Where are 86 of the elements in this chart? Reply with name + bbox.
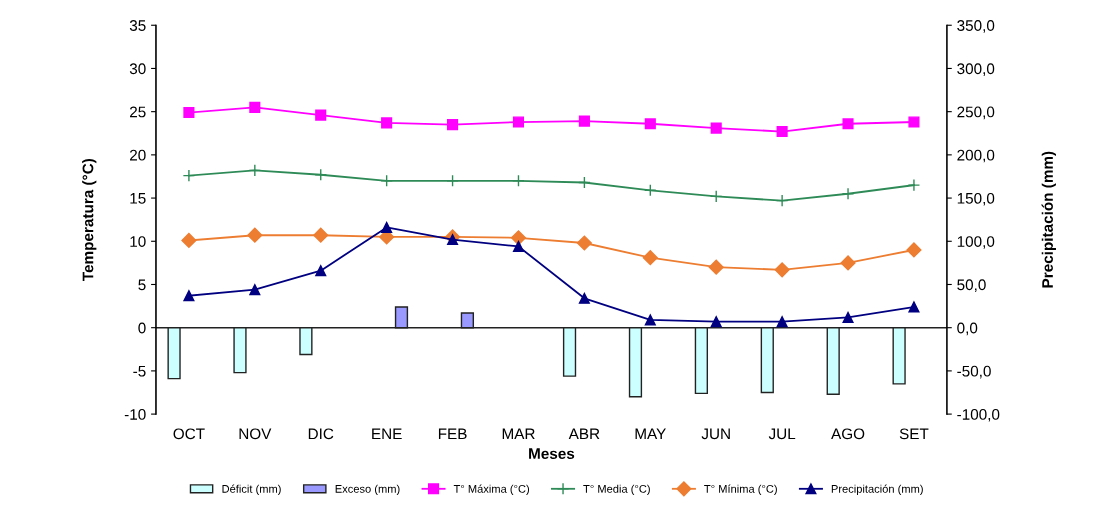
point xyxy=(906,242,922,258)
y-tick-label: -10 xyxy=(124,408,146,420)
point xyxy=(776,316,788,328)
point xyxy=(381,117,393,129)
x-tick-label: JUN xyxy=(701,428,730,440)
point xyxy=(447,119,459,131)
point xyxy=(841,187,855,201)
x-tick-label: DIC xyxy=(308,428,334,440)
point xyxy=(644,184,657,197)
legend-label: Déficit (mm) xyxy=(222,484,281,495)
point xyxy=(576,235,592,251)
y2-tick-label: -50,0 xyxy=(957,365,991,379)
y2-tick-label: 250,0 xyxy=(957,106,995,120)
point xyxy=(315,265,327,277)
x-tick-label: ABR xyxy=(568,428,600,440)
point xyxy=(181,232,197,248)
point xyxy=(907,178,921,192)
y2-tick-label: 200,0 xyxy=(957,149,995,163)
legend-label: Exceso (mm) xyxy=(335,484,400,495)
legend-label: T° Media (°C) xyxy=(583,484,650,495)
point xyxy=(642,250,658,266)
point xyxy=(381,221,393,234)
point xyxy=(774,262,790,278)
y-tick-label: 20 xyxy=(130,149,146,161)
point xyxy=(708,259,724,275)
point xyxy=(182,169,196,182)
y-tick-label: 15 xyxy=(130,193,146,204)
point xyxy=(578,176,591,189)
point xyxy=(644,314,656,326)
y2-tick-label: 150,0 xyxy=(957,192,995,206)
y-tick-label: 5 xyxy=(138,279,146,291)
point xyxy=(512,116,525,128)
x-tick-label: SET xyxy=(899,428,929,440)
x-tick-label: MAR xyxy=(502,428,535,440)
point xyxy=(840,255,856,271)
y-tick-label: 10 xyxy=(130,236,146,247)
x-tick-label: MAY xyxy=(635,428,666,440)
point xyxy=(908,301,920,313)
point xyxy=(447,233,459,246)
point xyxy=(710,122,722,134)
y-tick-label: 30 xyxy=(129,63,146,75)
point xyxy=(842,118,854,130)
y-tick-label: -5 xyxy=(133,365,146,377)
point xyxy=(380,174,393,188)
y-tick-label: 35 xyxy=(129,20,146,31)
point xyxy=(183,106,195,119)
point xyxy=(709,190,723,203)
x-tick-label: NOV xyxy=(239,428,272,440)
point xyxy=(314,168,327,181)
x-tick-label: OCT xyxy=(173,428,205,440)
y-tick-label: 25 xyxy=(130,106,146,118)
point xyxy=(512,174,525,188)
legend-label: T° Máxima (°C) xyxy=(453,484,530,495)
point xyxy=(247,227,263,243)
point xyxy=(775,194,789,207)
point xyxy=(512,240,525,253)
legend-label: T° Mínima (°C) xyxy=(704,484,777,495)
x-tick-label: AGO xyxy=(831,428,865,440)
point xyxy=(249,101,261,113)
point xyxy=(644,118,656,130)
x-axis-title: Meses xyxy=(529,448,575,460)
y2-tick-label: 300,0 xyxy=(957,63,995,76)
point xyxy=(315,109,327,121)
y2-tick-label: 50,0 xyxy=(957,279,986,292)
y2-axis-title: Precipitación (mm) xyxy=(1041,151,1056,288)
x-tick-label: JUL xyxy=(768,428,796,440)
y2-tick-label: -100,0 xyxy=(957,408,1000,422)
y2-tick-label: 0,0 xyxy=(957,322,978,336)
point xyxy=(313,227,329,243)
point xyxy=(578,115,590,127)
point xyxy=(446,174,459,188)
point xyxy=(908,116,920,128)
y2-tick-label: 100,0 xyxy=(957,236,995,249)
x-tick-label: ENE xyxy=(372,428,402,440)
point xyxy=(776,125,788,138)
x-tick-label: FEB xyxy=(438,428,467,440)
point xyxy=(578,292,590,304)
point xyxy=(248,164,262,177)
point xyxy=(183,290,195,302)
legend-label: Precipitación (mm) xyxy=(831,484,923,495)
point xyxy=(710,316,722,328)
y-axis-title: Temperatura (°C) xyxy=(82,158,97,281)
point xyxy=(249,284,261,296)
point xyxy=(842,311,854,323)
y2-tick-label: 350,0 xyxy=(957,20,995,33)
y-tick-label: 0 xyxy=(138,322,146,334)
